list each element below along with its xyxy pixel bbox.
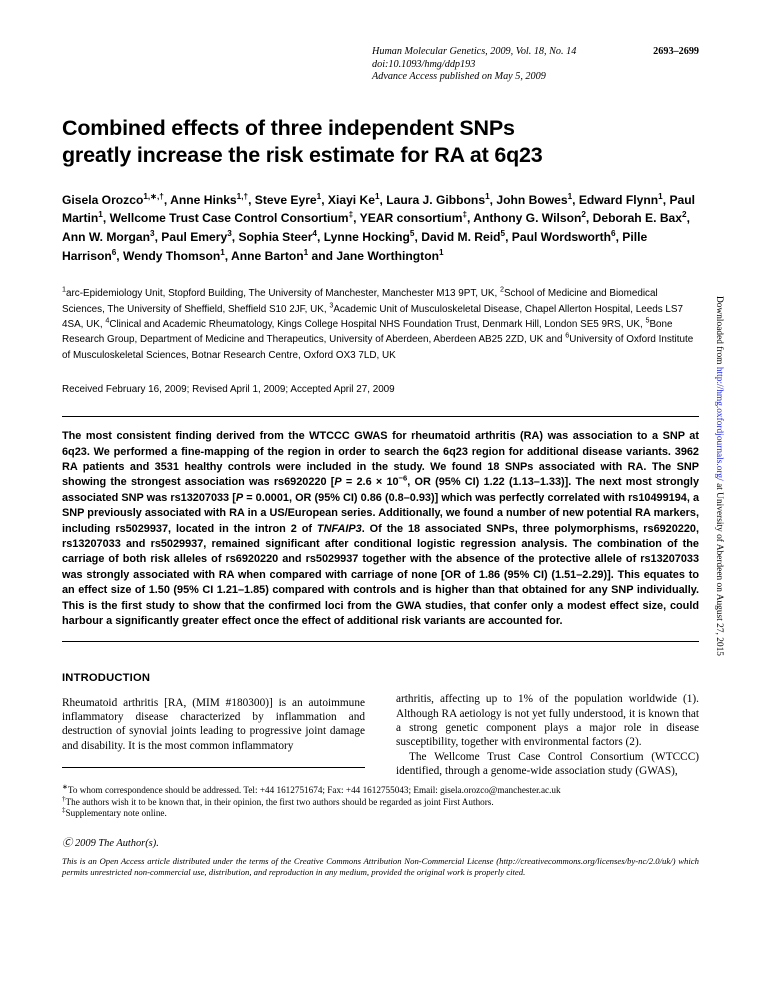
page-range: 2693–2699 [653, 46, 699, 57]
intro-paragraph-right-1: arthritis, affecting up to 1% of the pop… [396, 693, 699, 749]
footnote-block: ∗To whom correspondence should be addres… [62, 783, 699, 820]
left-column: INTRODUCTION Rheumatoid arthritis [RA, (… [62, 671, 365, 778]
footnote-correspondence: ∗To whom correspondence should be addres… [62, 783, 561, 796]
affiliation-list: 1arc-Epidemiology Unit, Stopford Buildin… [62, 284, 694, 361]
received-revised-accepted-dates: Received February 16, 2009; Revised Apri… [62, 384, 395, 396]
page-content: Human Molecular Genetics, 2009, Vol. 18,… [62, 0, 699, 879]
intro-paragraph-right-2: The Wellcome Trust Case Control Consorti… [396, 750, 699, 777]
copyright-line: Ⓒ 2009 The Author(s). [62, 838, 159, 850]
download-stamp-prefix: Downloaded from [714, 296, 724, 367]
title-line-1: Combined effects of three independent SN… [62, 115, 515, 140]
journal-running-head: Human Molecular Genetics, 2009, Vol. 18,… [62, 46, 699, 84]
journal-advance-access: Advance Access published on May 5, 2009 [372, 71, 546, 83]
section-heading-introduction: INTRODUCTION [62, 672, 151, 685]
journal-doi: doi:10.1093/hmg/ddp193 [372, 58, 476, 70]
right-column: arthritis, affecting up to 1% of the pop… [396, 671, 699, 778]
footnote-rule [62, 766, 365, 768]
abstract-text: The most consistent finding derived from… [62, 430, 700, 628]
download-stamp-url[interactable]: http://hmg.oxfordjournals.org/ [714, 366, 724, 481]
paper-title: Combined effects of three independent SN… [62, 115, 699, 169]
column-head-spacer [396, 671, 699, 692]
body-columns: INTRODUCTION Rheumatoid arthritis [RA, (… [62, 671, 699, 778]
license-text: This is an Open Access article distribut… [62, 856, 699, 878]
download-stamp: Downloaded from http://hmg.oxfordjournal… [713, 296, 724, 696]
abstract-top-rule [62, 416, 699, 418]
download-stamp-suffix: at University of Aberdeen on August 27, … [714, 480, 724, 656]
author-list: Gisela Orozco1,∗,†, Anne Hinks1,†, Steve… [62, 191, 695, 263]
intro-paragraph-left: Rheumatoid arthritis [RA, (MIM #180300)]… [62, 696, 365, 752]
footnote-joint-first-authors: †The authors wish it to be known that, i… [62, 794, 494, 807]
footnote-supplementary-note: ‡Supplementary note online. [62, 806, 167, 819]
title-line-2: greatly increase the risk estimate for R… [62, 142, 543, 167]
journal-citation: Human Molecular Genetics, 2009, Vol. 18,… [372, 46, 577, 57]
abstract-bottom-rule [62, 641, 699, 643]
